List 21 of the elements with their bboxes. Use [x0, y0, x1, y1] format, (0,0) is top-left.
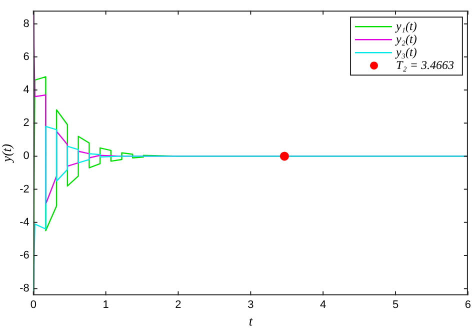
y-tick-label: -2: [20, 183, 30, 196]
x-tick-label: 4: [320, 298, 326, 311]
legend-label: T₂ = 3.4663: [396, 58, 454, 72]
y-axis-title: y(t): [0, 144, 14, 164]
y-tick-label: 4: [23, 84, 30, 96]
y-tick-label: 2: [23, 117, 30, 130]
y-tick-label: 6: [23, 50, 30, 63]
x-tick-label: 3: [248, 298, 254, 311]
y-tick-label: 8: [23, 18, 30, 30]
x-tick-label: 5: [392, 298, 399, 311]
x-tick-label: 2: [175, 298, 182, 311]
x-tick-label: 6: [464, 298, 472, 311]
x-axis-title: t: [248, 314, 253, 329]
y-tick-label: -6: [20, 250, 30, 262]
y-tick-label: -4: [20, 216, 30, 228]
legend-label: y₂(t): [395, 32, 417, 46]
y-tick-label: 0: [23, 150, 30, 162]
legend-label: y₁(t): [395, 18, 417, 33]
y-tick-label: -8: [20, 282, 30, 295]
x-tick-label: 1: [102, 298, 109, 311]
legend-label: y₃(t): [395, 44, 417, 59]
